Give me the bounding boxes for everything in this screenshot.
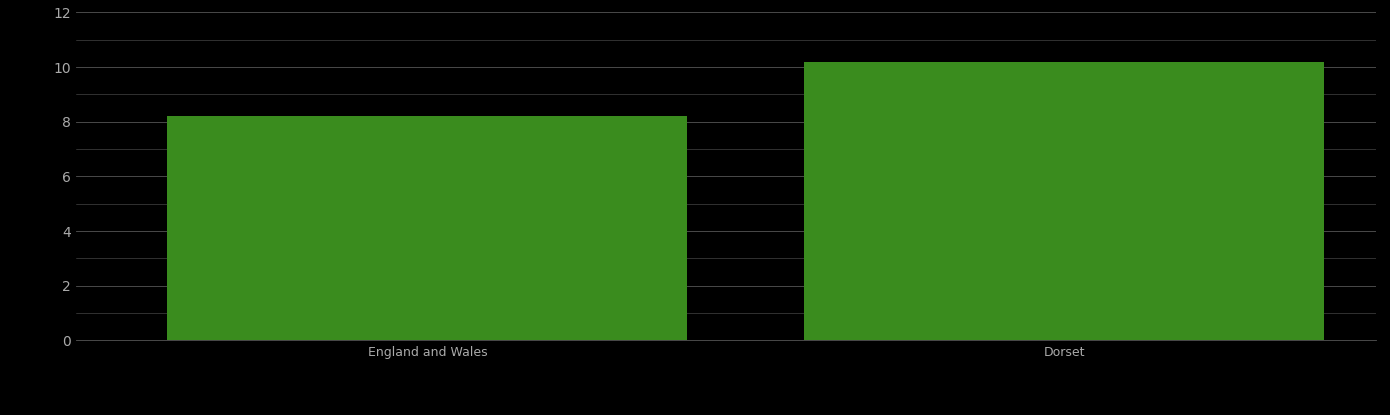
Bar (167, 116, 687, 340)
Bar (805, 61, 1325, 340)
